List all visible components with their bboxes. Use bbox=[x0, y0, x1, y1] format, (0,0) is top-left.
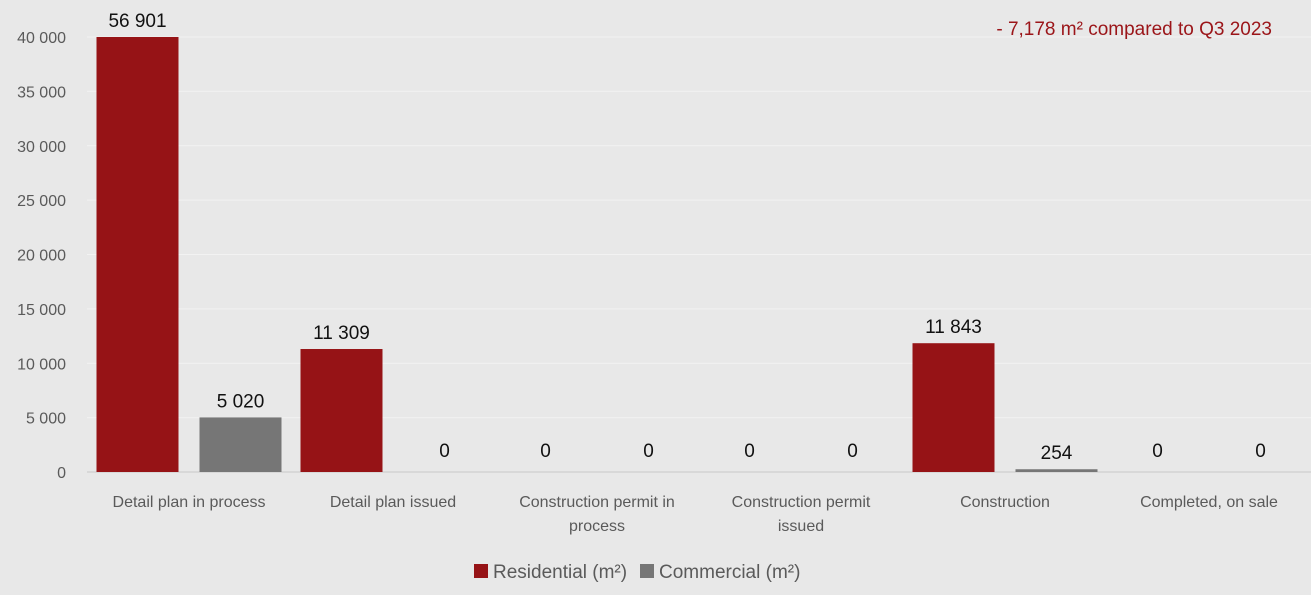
y-tick-label: 15 000 bbox=[17, 302, 66, 319]
x-tick-label: Construction bbox=[960, 494, 1050, 511]
y-tick-label: 25 000 bbox=[17, 193, 66, 210]
bar-residential bbox=[96, 37, 179, 472]
data-label: 254 bbox=[1041, 443, 1073, 464]
data-label: 0 bbox=[643, 441, 654, 462]
data-label: 0 bbox=[1152, 441, 1163, 462]
data-labels: 56 901 5 020 11 309 0 0 0 0 0 11 843 254 0 0 bbox=[108, 11, 1265, 464]
legend-label: Commercial (m²) bbox=[659, 562, 800, 583]
x-tick-label: Completed, on sale bbox=[1140, 494, 1278, 511]
gridlines bbox=[87, 36, 1311, 473]
data-label: 56 901 bbox=[108, 11, 166, 32]
annotation-text: - 7,178 m² compared to Q3 2023 bbox=[996, 19, 1272, 40]
y-tick-label: 35 000 bbox=[17, 84, 66, 101]
x-tick-label-line: Construction permit in bbox=[519, 494, 675, 511]
data-label: 5 020 bbox=[217, 391, 265, 412]
y-axis-ticks: 0 5 000 10 000 15 000 20 000 25 000 30 000 35 0… bbox=[17, 30, 66, 482]
legend: Residential (m²) Commercial (m²) bbox=[474, 562, 800, 583]
legend-swatch-residential bbox=[474, 564, 488, 578]
x-tick-label: Construction permit in process bbox=[519, 494, 675, 535]
x-tick-label: Detail plan in process bbox=[113, 494, 266, 511]
data-label: 0 bbox=[1255, 441, 1266, 462]
x-tick-label-line: issued bbox=[778, 518, 824, 535]
bars bbox=[96, 37, 1098, 472]
legend-label: Residential (m²) bbox=[493, 562, 627, 583]
data-label: 0 bbox=[540, 441, 551, 462]
x-tick-label: Detail plan issued bbox=[330, 494, 456, 511]
y-tick-label: 20 000 bbox=[17, 248, 66, 265]
x-tick-label: Construction permit issued bbox=[732, 494, 871, 535]
data-label: 11 843 bbox=[925, 317, 982, 338]
y-tick-label: 0 bbox=[57, 465, 66, 482]
bar-commercial bbox=[1015, 469, 1098, 472]
y-tick-label: 10 000 bbox=[17, 356, 66, 373]
x-tick-label-line: Construction permit bbox=[732, 494, 871, 511]
data-label: 0 bbox=[744, 441, 755, 462]
y-tick-label: 40 000 bbox=[17, 30, 66, 47]
x-tick-label-line: Detail plan in process bbox=[113, 494, 266, 511]
bar-residential bbox=[300, 349, 383, 472]
data-label: 11 309 bbox=[313, 323, 370, 344]
legend-swatch-commercial bbox=[640, 564, 654, 578]
data-label: 0 bbox=[439, 441, 450, 462]
bar-commercial bbox=[199, 417, 282, 472]
x-tick-label-line: Completed, on sale bbox=[1140, 494, 1278, 511]
data-label: 0 bbox=[847, 441, 858, 462]
x-axis-categories: Detail plan in process Detail plan issued… bbox=[113, 494, 1279, 535]
x-tick-label-line: Construction bbox=[960, 494, 1050, 511]
bar-residential bbox=[912, 343, 995, 472]
x-tick-label-line: process bbox=[569, 518, 625, 535]
y-tick-label: 5 000 bbox=[26, 411, 66, 428]
y-tick-label: 30 000 bbox=[17, 139, 66, 156]
x-tick-label-line: Detail plan issued bbox=[330, 494, 456, 511]
